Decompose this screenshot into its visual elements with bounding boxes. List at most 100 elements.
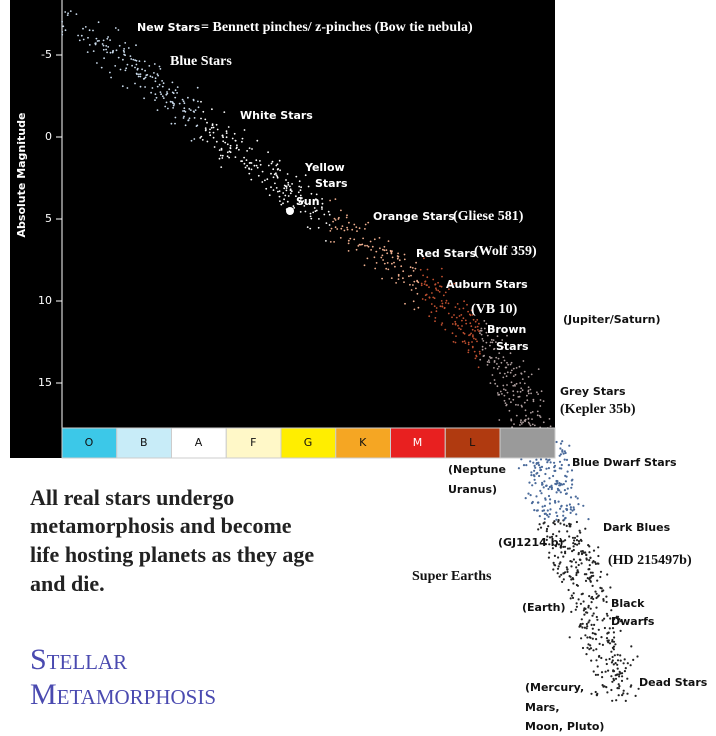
star-dot xyxy=(251,148,253,150)
star-dot xyxy=(619,620,623,623)
star-dot xyxy=(241,137,244,140)
star-dot xyxy=(582,600,585,603)
star-dot xyxy=(583,573,587,576)
star-dot xyxy=(114,27,117,29)
star-dot xyxy=(220,149,223,151)
star-dot xyxy=(261,181,264,183)
star-dot xyxy=(131,64,134,67)
star-dot xyxy=(182,100,185,103)
star-dot xyxy=(496,385,499,388)
star-dot xyxy=(106,51,108,54)
star-dot xyxy=(569,511,572,514)
star-dot xyxy=(602,685,605,688)
star-dot xyxy=(611,646,615,650)
star-dot xyxy=(353,238,356,241)
star-dot xyxy=(426,276,429,279)
annotation: White Stars xyxy=(240,109,313,122)
star-dot xyxy=(526,399,529,402)
star-dot xyxy=(463,332,466,335)
star-dot xyxy=(536,414,539,417)
star-dot xyxy=(264,179,266,182)
star-dot xyxy=(184,124,187,127)
star-dot xyxy=(488,356,491,358)
star-dot xyxy=(183,107,186,110)
star-dot xyxy=(226,155,229,158)
star-dot xyxy=(626,677,629,680)
star-dot xyxy=(568,636,571,639)
star-dot xyxy=(555,511,558,514)
star-dot xyxy=(575,602,578,605)
star-dot xyxy=(458,327,460,330)
star-dot xyxy=(115,49,118,52)
star-dot xyxy=(573,508,576,511)
sun-dot xyxy=(286,207,294,215)
star-dot xyxy=(498,365,500,368)
star-dot xyxy=(426,284,428,287)
star-dot xyxy=(585,553,588,556)
star-dot xyxy=(556,514,559,518)
star-dot xyxy=(520,423,523,425)
star-dot xyxy=(528,423,531,425)
star-dot xyxy=(524,409,527,412)
star-dot xyxy=(218,157,221,160)
star-dot xyxy=(363,264,366,267)
star-dot xyxy=(563,450,566,453)
star-dot xyxy=(530,373,533,376)
star-dot xyxy=(397,255,400,258)
annotation: Blue Stars xyxy=(170,54,232,69)
star-dot xyxy=(519,390,522,393)
star-dot xyxy=(498,419,501,421)
class-box xyxy=(225,427,282,459)
star-dot xyxy=(435,287,437,290)
tick-label: -5 xyxy=(41,48,52,61)
star-dot xyxy=(395,282,397,284)
star-dot xyxy=(559,442,563,445)
star-dot xyxy=(610,688,613,692)
star-dot xyxy=(355,226,358,229)
star-dot xyxy=(487,359,490,362)
star-dot xyxy=(132,58,135,61)
star-dot xyxy=(327,210,330,213)
star-dot xyxy=(412,300,415,303)
star-dot xyxy=(151,87,154,89)
star-dot xyxy=(495,356,498,359)
star-dot xyxy=(245,159,248,162)
star-dot xyxy=(382,248,384,251)
star-dot xyxy=(478,322,480,325)
star-dot xyxy=(194,109,197,111)
star-dot xyxy=(512,375,515,377)
star-dot xyxy=(209,128,211,131)
star-dot xyxy=(255,164,258,167)
star-dot xyxy=(587,606,590,609)
star-dot xyxy=(472,335,474,338)
star-dot xyxy=(283,198,285,201)
star-dot xyxy=(617,615,620,619)
star-dot xyxy=(286,200,289,203)
star-dot xyxy=(109,39,111,41)
star-dot xyxy=(479,358,482,361)
star-dot xyxy=(451,323,454,325)
star-dot xyxy=(561,580,564,584)
star-dot xyxy=(547,556,551,559)
star-dot xyxy=(441,302,444,305)
star-dot xyxy=(617,694,620,697)
star-dot xyxy=(519,382,522,384)
star-dot xyxy=(295,175,298,178)
star-dot xyxy=(259,160,261,162)
star-dot xyxy=(587,518,590,521)
star-dot xyxy=(475,355,478,358)
star-dot xyxy=(114,65,117,67)
star-dot xyxy=(533,475,536,478)
star-dot xyxy=(411,267,414,269)
star-dot xyxy=(610,609,613,612)
star-dot xyxy=(594,590,597,593)
star-dot xyxy=(595,592,598,595)
star-dot xyxy=(596,579,599,582)
star-dot xyxy=(139,85,142,88)
star-dot xyxy=(575,539,579,542)
star-dot xyxy=(169,100,172,103)
star-dot xyxy=(570,560,573,563)
star-dot xyxy=(387,240,390,243)
star-dot xyxy=(501,339,504,341)
star-dot xyxy=(552,474,555,478)
